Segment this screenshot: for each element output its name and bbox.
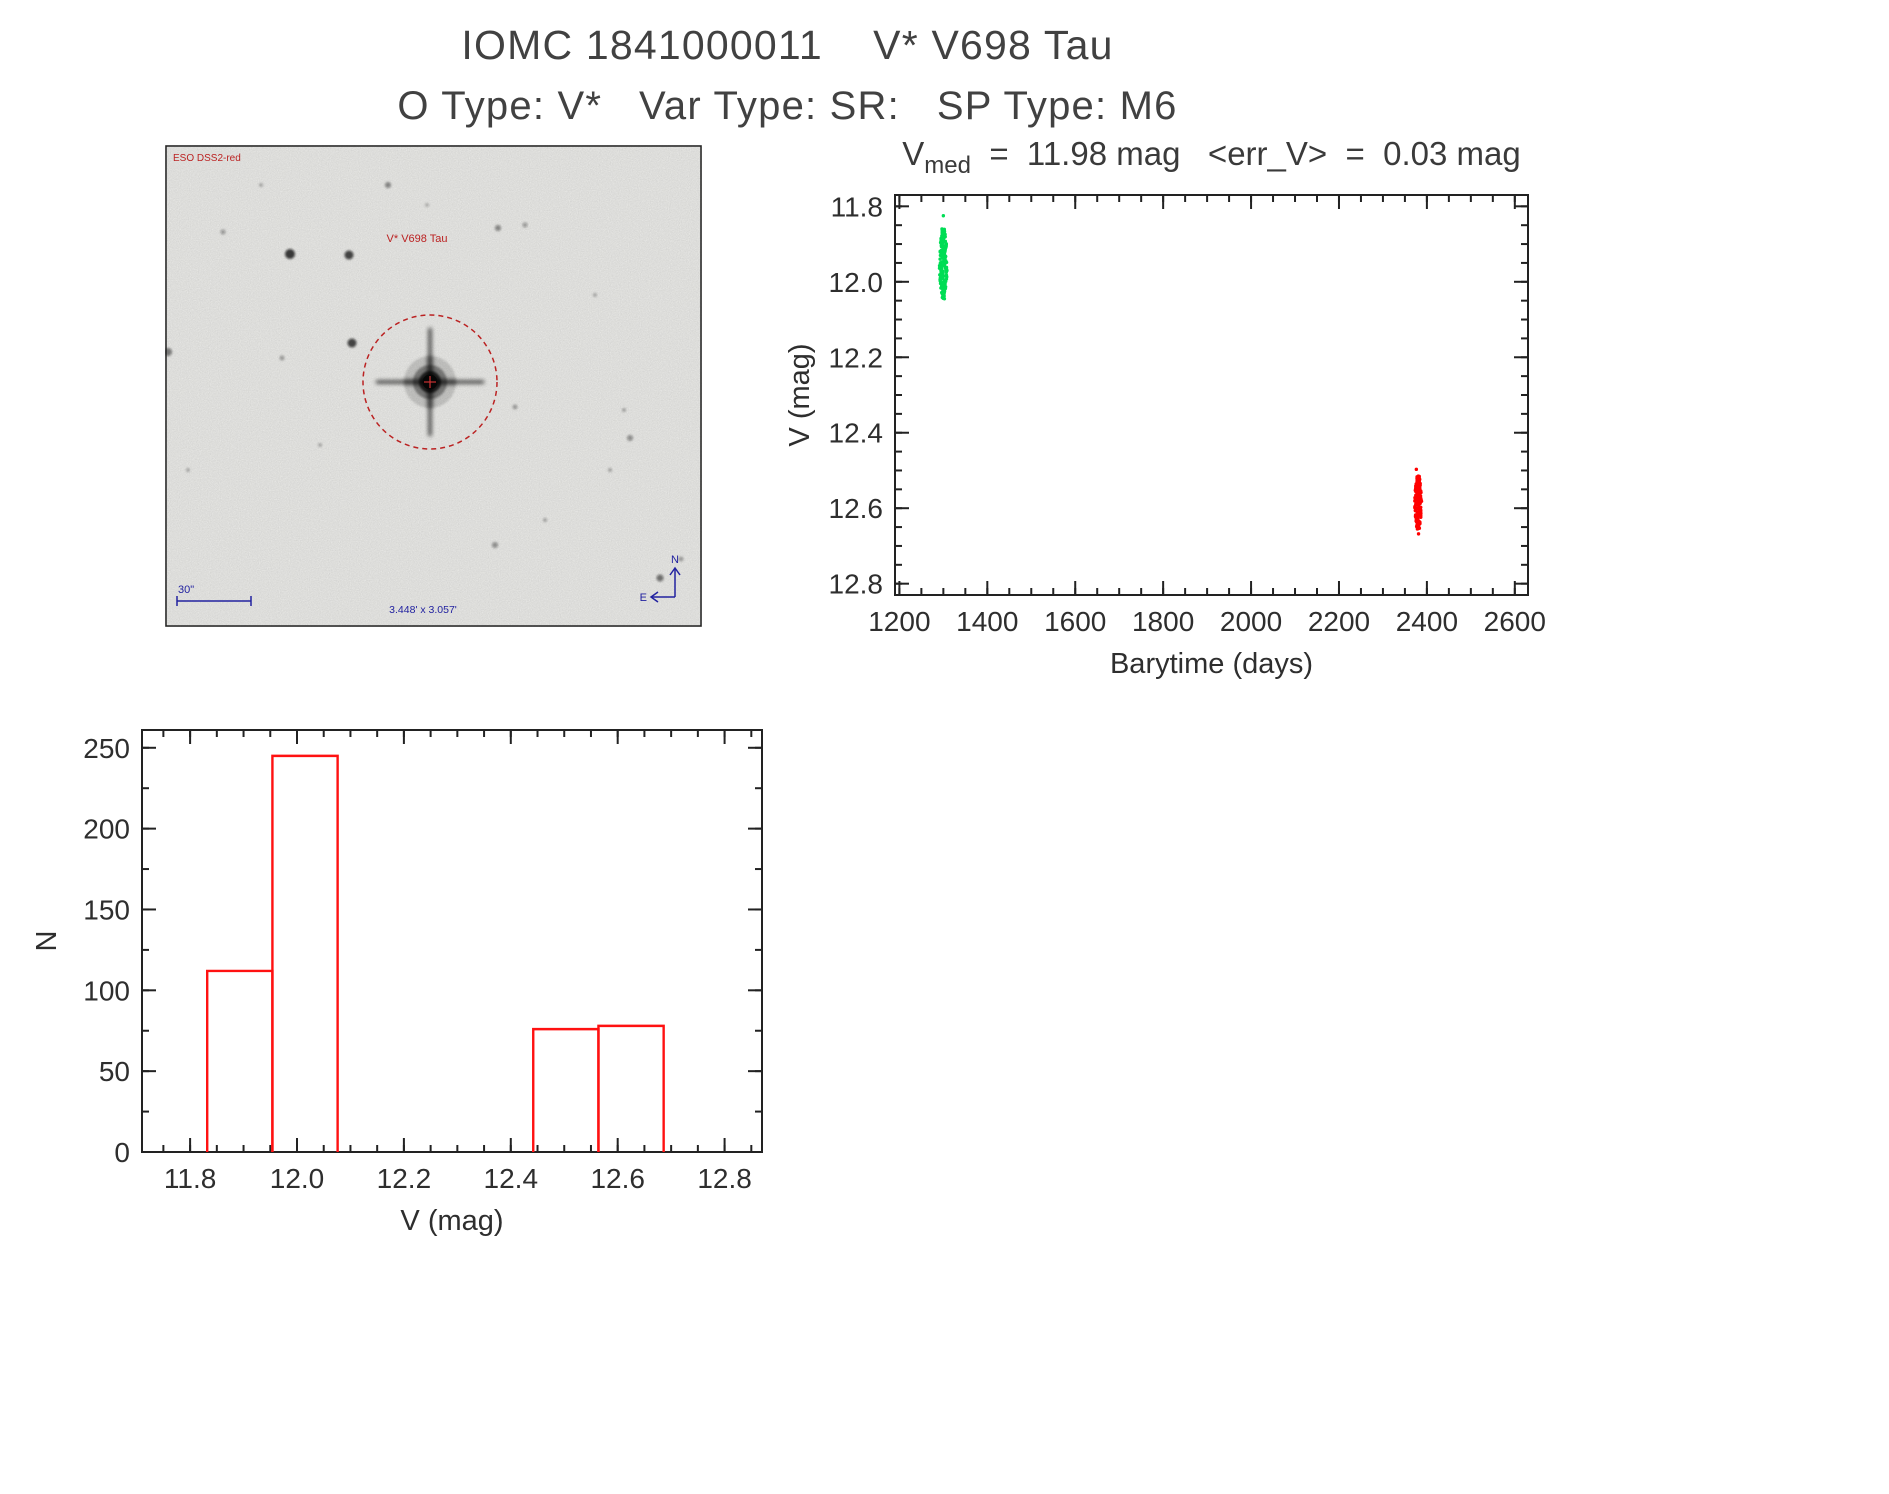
svg-text:2200: 2200 — [1308, 606, 1370, 637]
lightcurve-chart: 1200 1400 1600 1800 2000 2200 2400 2600 11.8 12.0… — [784, 140, 1546, 680]
svg-text:3.448' x 3.057': 3.448' x 3.057' — [389, 604, 457, 616]
svg-text:12.6: 12.6 — [590, 1163, 645, 1194]
svg-text:30": 30" — [178, 584, 194, 596]
page-title: IOMC 1841000011 V* V698 Tau — [461, 22, 1114, 68]
svg-text:250: 250 — [83, 733, 130, 764]
svg-text:ESO DSS2-red: ESO DSS2-red — [173, 153, 241, 164]
svg-text:Vmed = 11.98 mag <err_V>: Vmed = 11.98 mag <err_V> = 0.03 mag — [902, 140, 1520, 179]
svg-text:2600: 2600 — [1484, 606, 1546, 637]
svg-text:12.2: 12.2 — [829, 342, 884, 373]
svg-text:11.8: 11.8 — [164, 1163, 216, 1194]
svg-text:V (mag): V (mag) — [784, 343, 816, 446]
svg-text:12.0: 12.0 — [270, 1163, 325, 1194]
svg-text:N: N — [31, 931, 63, 952]
svg-text:1800: 1800 — [1132, 606, 1194, 637]
svg-text:1200: 1200 — [868, 606, 930, 637]
svg-text:200: 200 — [83, 814, 130, 845]
svg-text:0: 0 — [114, 1137, 130, 1168]
svg-text:150: 150 — [83, 894, 130, 925]
svg-text:V* V698 Tau: V* V698 Tau — [387, 233, 448, 245]
svg-text:100: 100 — [83, 975, 130, 1006]
svg-text:50: 50 — [99, 1056, 130, 1087]
svg-text:12.0: 12.0 — [829, 267, 884, 298]
svg-text:12.8: 12.8 — [697, 1163, 752, 1194]
svg-text:N: N — [671, 554, 679, 566]
page-subtitle: O Type: V* Var Type: SR: SP Type: M6 — [397, 84, 1178, 128]
svg-text:12.6: 12.6 — [829, 493, 884, 524]
svg-text:2000: 2000 — [1220, 606, 1282, 637]
svg-text:E: E — [640, 592, 647, 604]
svg-text:1600: 1600 — [1044, 606, 1106, 637]
svg-text:11.8: 11.8 — [831, 191, 883, 222]
svg-text:2400: 2400 — [1396, 606, 1458, 637]
svg-text:12.4: 12.4 — [829, 418, 884, 449]
histogram-chart: 11.8 12.0 12.2 12.4 12.6 12.8 0 50 100 150 200 250 V… — [31, 729, 763, 1237]
svg-text:Barytime (days): Barytime (days) — [1110, 648, 1313, 680]
svg-text:V (mag): V (mag) — [400, 1205, 503, 1237]
svg-text:1400: 1400 — [956, 606, 1018, 637]
finding-chart-image: ESO DSS2-red V* V698 Tau 30" 3.448' x 3.057… — [165, 145, 702, 627]
svg-text:12.4: 12.4 — [484, 1163, 539, 1194]
svg-text:12.8: 12.8 — [829, 569, 884, 600]
svg-text:12.2: 12.2 — [377, 1163, 432, 1194]
